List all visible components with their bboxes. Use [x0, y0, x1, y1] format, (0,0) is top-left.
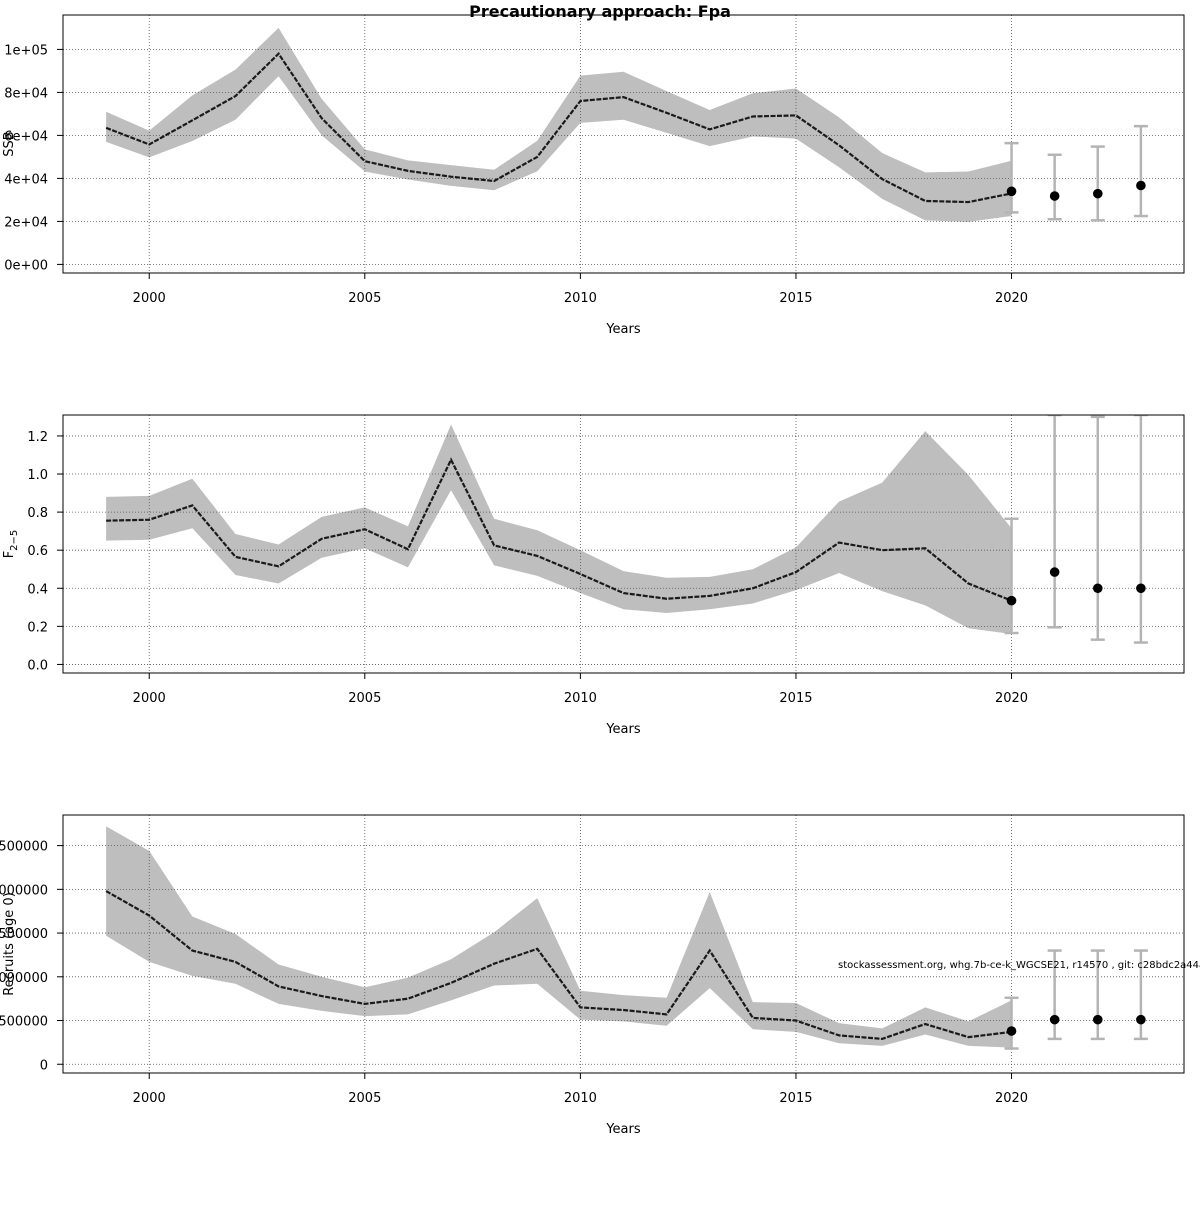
x-tick-label: 2015	[779, 1091, 812, 1106]
x-tick-label: 2000	[133, 291, 166, 306]
forecast-point	[1092, 1014, 1103, 1025]
x-tick-label: 2005	[348, 1091, 381, 1106]
y-tick-label: 0.4	[27, 582, 48, 597]
forecast-point	[1006, 595, 1017, 606]
forecast-point	[1006, 186, 1017, 197]
y-tick-label: 500000	[0, 1015, 48, 1030]
y-tick-label: 1e+05	[4, 43, 48, 58]
forecast-point	[1049, 1014, 1060, 1025]
y-tick-label: 1.2	[27, 430, 48, 445]
x-tick-label: 2020	[995, 1091, 1028, 1106]
panel-ssb: 2000 2005 2010 2015 2020 0e+00 2e+04 4e+04 6e+04…	[2, 14, 1185, 337]
y-tick-label: 8e+04	[4, 86, 48, 101]
y-tick-label: 0.0	[27, 658, 48, 673]
y-tick-label: 0	[40, 1058, 48, 1073]
plot-area-ssb	[63, 15, 1184, 273]
y-tick-label: 6e+04	[4, 129, 48, 144]
forecast-point	[1049, 191, 1060, 201]
forecast-point	[1092, 188, 1103, 199]
plot-frame-fbar	[62, 414, 1185, 674]
y-tick-label: 2e+04	[4, 215, 48, 230]
x-tick-label: 2010	[564, 691, 597, 706]
y-tick-label: 0.6	[27, 544, 48, 559]
y-tick-label: 0.2	[27, 620, 48, 635]
plot-area-recruits	[63, 815, 1184, 1073]
x-tick-label: 2015	[779, 691, 812, 706]
y-axis-title: F2−5	[2, 530, 20, 559]
forecast-point	[1006, 1026, 1017, 1036]
y-tick-label: 2500000	[0, 840, 48, 855]
forecast-point	[1092, 583, 1103, 594]
confidence-band-fbar	[106, 424, 1012, 634]
y-axis-title-subscript: 2−5	[9, 530, 20, 551]
x-axis-title: Years	[605, 722, 641, 737]
forecast-point	[1136, 1014, 1146, 1025]
y-tick-label: 1500000	[0, 927, 48, 942]
y-tick-label: 1.0	[27, 468, 48, 483]
x-tick-label: 2020	[995, 691, 1028, 706]
x-axis-title: Years	[605, 322, 641, 337]
x-tick-label: 2005	[348, 291, 381, 306]
y-tick-label: 4e+04	[4, 172, 48, 187]
plot-frame-recruits	[62, 814, 1185, 1074]
y-tick-label: 0.8	[27, 506, 48, 521]
forecast-point	[1049, 567, 1060, 577]
plot-area-fbar	[63, 415, 1184, 673]
forecast-point	[1136, 583, 1146, 594]
x-tick-label: 2010	[564, 291, 597, 306]
forecast-point	[1136, 180, 1146, 191]
x-tick-label: 2005	[348, 691, 381, 706]
x-tick-label: 2000	[133, 1091, 166, 1106]
footnote: stockassessment.org, whg.7b-ce-k_WGCSE21…	[838, 960, 1200, 971]
x-tick-label: 2010	[564, 1091, 597, 1106]
y-tick-label: 2000000	[0, 883, 48, 898]
y-axis-title: SSB	[2, 131, 17, 156]
confidence-band-ssb	[106, 27, 1012, 222]
chart-title: Precautionary approach: Fpa	[469, 2, 731, 21]
estimate-line-ssb	[105, 51, 1012, 204]
x-tick-label: 2000	[133, 691, 166, 706]
y-tick-label: 1000000	[0, 971, 48, 986]
x-tick-label: 2015	[779, 291, 812, 306]
x-tick-label: 2020	[995, 291, 1028, 306]
y-axis-title: Recruits (age 0)	[2, 892, 17, 996]
confidence-band-recruits	[106, 826, 1012, 1048]
panel-recruits: 2000 2005 2010 2015 2020 0 500000 1000000 150000…	[0, 814, 1185, 1137]
estimate-line-fbar	[106, 457, 1012, 602]
x-axis-title: Years	[605, 1122, 641, 1137]
plot-frame-ssb	[62, 14, 1185, 274]
y-tick-label: 0e+00	[4, 258, 48, 273]
panel-fbar: 2000 2005 2010 2015 2020 0.0 0.2 0.4 0.6 0.8 1.0 1.…	[2, 414, 1185, 737]
